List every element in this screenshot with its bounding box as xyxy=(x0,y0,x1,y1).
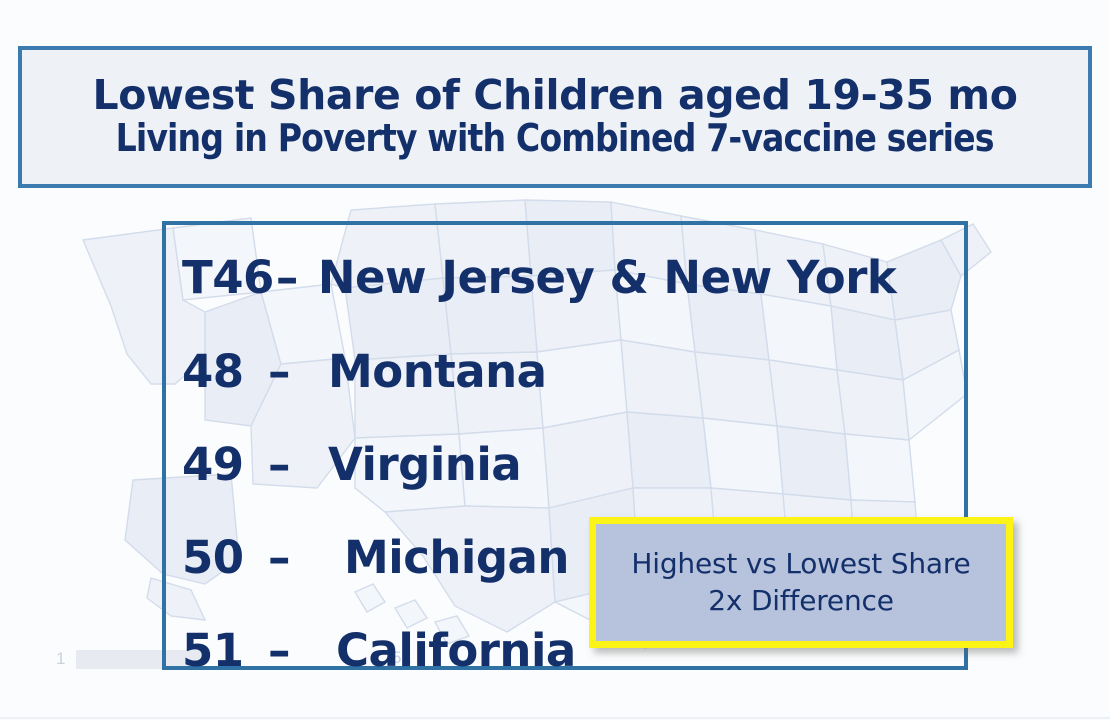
list-item: 50 – Michigan xyxy=(166,535,964,580)
highlight-callout: Highest vs Lowest Share 2x Difference xyxy=(589,517,1013,648)
state-name: Virginia xyxy=(328,438,522,491)
map-legend-low-label: 1 xyxy=(56,649,66,668)
state-name: New Jersey & New York xyxy=(317,251,897,304)
list-item: T46 – New Jersey & New York xyxy=(166,255,964,300)
rank-dash: – xyxy=(268,624,291,677)
ranking-panel: T46 – New Jersey & New York 48 – Montana… xyxy=(162,221,968,673)
state-name: Montana xyxy=(328,345,547,398)
map-legend-bar xyxy=(76,650,204,669)
rank-dash: – xyxy=(275,251,299,304)
map-legend-high-label: 51 xyxy=(392,648,412,667)
state-name: California xyxy=(336,624,576,677)
callout-line-1: Highest vs Lowest Share xyxy=(631,546,971,580)
callout-line-2: 2x Difference xyxy=(708,583,894,617)
rank-number: 48 xyxy=(182,345,244,398)
rank-dash: – xyxy=(268,531,291,584)
slide-title-banner: Lowest Share of Children aged 19-35 mo L… xyxy=(18,46,1092,188)
rank-number: 49 xyxy=(182,438,244,491)
bottom-divider xyxy=(0,717,1110,719)
list-item: 49 – Virginia xyxy=(166,442,964,487)
rank-number: 50 xyxy=(182,531,244,584)
rank-number: 51 xyxy=(182,624,244,677)
rank-dash: – xyxy=(268,345,291,398)
list-item: 48 – Montana xyxy=(166,349,964,394)
page-title-line-1: Lowest Share of Children aged 19-35 mo xyxy=(92,71,1018,120)
list-item: 51 – California xyxy=(166,628,964,673)
rank-number: T46 xyxy=(182,251,274,304)
page-title-line-2: Living in Poverty with Combined 7-vaccin… xyxy=(115,116,995,161)
state-name: Michigan xyxy=(344,531,569,584)
rank-dash: – xyxy=(268,438,291,491)
ranking-list: T46 – New Jersey & New York 48 – Montana… xyxy=(166,241,964,673)
